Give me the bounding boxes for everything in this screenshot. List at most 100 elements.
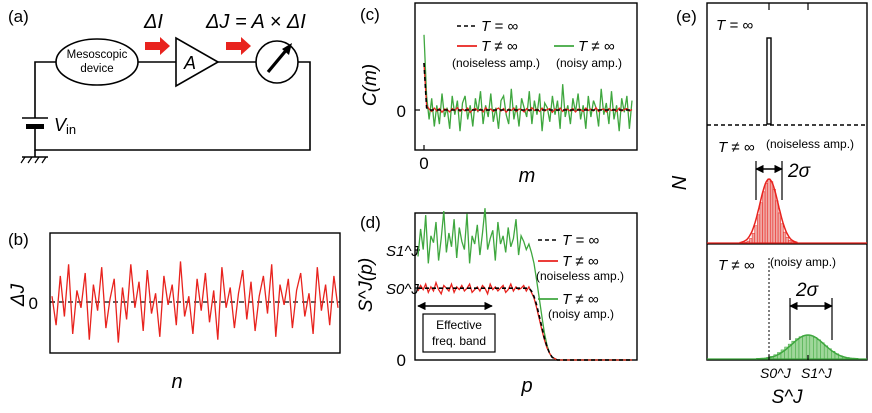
panel-e-bot-bar — [820, 342, 825, 360]
panel-e-bot-width-label: 2σ — [795, 280, 820, 301]
legend-noisy-sub: (noisy amp.) — [556, 56, 622, 70]
panel-c-ylabel: C(m) — [360, 64, 381, 106]
panel-e-tick-s0: S0^J — [760, 365, 792, 381]
panel-e-mid-bar — [754, 225, 758, 244]
panel-e-mid-bar — [757, 214, 761, 244]
panel-e-tick-s1: S1^J — [801, 365, 833, 381]
panel-e-mid-bar — [772, 188, 776, 244]
voltage-subscript: in — [66, 122, 76, 137]
panel-b-label: (b) — [8, 230, 29, 249]
panel-c-label: (c) — [360, 5, 380, 24]
panel-e-mid-bar — [764, 183, 768, 244]
panel-e-mid-bar — [783, 231, 787, 244]
panel-e-mid-bar — [780, 223, 784, 244]
panel-a: (a) Vin Mesoscopic device ΔI ΔJ = A × ΔI — [8, 7, 311, 164]
panel-e-mid-plot — [707, 178, 867, 244]
panel-e-bot-envelope — [755, 334, 859, 360]
delta-peak-bar — [766, 37, 772, 125]
panel-d-legend: T = ∞ T ≠ ∞ (noiseless amp.) T ≠ ∞ (nois… — [536, 232, 624, 321]
device-label-line1: Mesoscopic — [67, 49, 128, 61]
panel-b-ylabel: ΔJ — [8, 283, 29, 307]
panel-e-bot-plot — [707, 334, 867, 360]
panel-e-bot-sub: (noisy amp.) — [770, 255, 836, 269]
input-signal-label: ΔI — [143, 11, 163, 33]
panel-e-bot-bar — [809, 335, 814, 360]
panel-e-mid-bar — [762, 191, 766, 244]
panel-e-mid-bar — [751, 233, 755, 244]
panel-c-zero-y: 0 — [397, 102, 406, 121]
panel-e-mid-width-label: 2σ — [787, 161, 812, 182]
panel-e-mid-label: T ≠ ∞ — [718, 139, 755, 156]
panel-d-plot — [417, 208, 632, 361]
legend-noiseless-sub: (noiseless amp.) — [452, 56, 540, 70]
effective-band-line2: freq. band — [432, 334, 486, 348]
panel-d-label: (d) — [360, 213, 381, 232]
signal-arrow-in — [145, 37, 170, 55]
panel-b-zero-label: 0 — [29, 294, 38, 313]
mesoscopic-device — [55, 38, 139, 86]
panel-e-mid-bar — [775, 200, 779, 244]
panel-e-bot-bar — [816, 339, 821, 360]
panel-b: (b) 0 ΔJ n — [8, 230, 341, 393]
legend-noisy-label: T ≠ ∞ — [578, 38, 615, 55]
effective-band-box — [422, 313, 496, 353]
legend-d-noiseless-sub: (noiseless amp.) — [536, 269, 624, 283]
panel-d-tick-s0-text: S0^J — [386, 281, 419, 298]
output-signal-label: ΔJ = A × ΔI — [205, 11, 306, 33]
ground-icon — [20, 150, 48, 164]
panel-d-tick-s0: S0^J — [386, 281, 419, 298]
panel-e-top-label: T = ∞ — [716, 17, 753, 34]
panel-b-xlabel: n — [171, 371, 182, 393]
panel-e-mid-bar — [767, 178, 771, 244]
panel-c-xlabel: m — [519, 165, 536, 187]
panel-d-series-ideal — [418, 287, 632, 361]
panel-d-ylabel: S^J(p) — [356, 258, 377, 312]
panel-b-plot — [50, 261, 340, 343]
device-label-line2: device — [80, 63, 113, 75]
panel-e-xlabel: S^J — [771, 387, 803, 408]
circuit-wire — [34, 61, 60, 118]
panel-a-label: (a) — [8, 7, 29, 26]
meter-needle-head — [282, 43, 292, 55]
effective-band-line1: Effective — [436, 318, 482, 332]
legend-d-ideal-label: T = ∞ — [562, 232, 599, 249]
panel-e-mid-bar — [785, 236, 789, 244]
legend-d-noisy-label: T ≠ ∞ — [562, 291, 599, 308]
panel-e-mid-bar — [777, 212, 781, 244]
panel-e-label: (e) — [676, 7, 697, 26]
panel-c-zero-x: 0 — [419, 154, 428, 173]
panel-b-frame — [49, 232, 341, 354]
panel-e-bot-bar — [802, 335, 807, 360]
panel-e-tick-s1-text: S1^J — [801, 365, 833, 381]
panel-d-xlabel: p — [520, 375, 532, 397]
panel-e-bot-label: T ≠ ∞ — [718, 257, 755, 274]
panel-c-plot — [423, 34, 633, 132]
panel-e-mid-bar — [759, 202, 763, 244]
panel-c: (c) 0 0 C(m) m T = ∞ T ≠ ∞ (noiseless am… — [360, 2, 638, 187]
panel-e-bot-bar — [813, 337, 818, 360]
battery-icon — [22, 117, 48, 129]
panel-e-mid-envelope — [739, 178, 798, 244]
legend-d-noisy-sub: (noisy amp.) — [548, 307, 614, 321]
circuit-wire-return — [34, 61, 311, 151]
panel-e-ylabel: N — [669, 175, 691, 190]
panel-c-series-ideal — [423, 62, 632, 111]
voltage-symbol: V — [54, 115, 68, 135]
amplifier-icon — [175, 36, 220, 88]
panel-e-frame — [706, 2, 868, 361]
panel-d-frame — [414, 212, 638, 361]
panel-e-mid-sub: (noiseless amp.) — [766, 137, 854, 151]
legend-noiseless-label: T ≠ ∞ — [481, 38, 518, 55]
legend-d-noiseless-label: T ≠ ∞ — [562, 253, 599, 270]
panel-c-legend: T = ∞ T ≠ ∞ (noiseless amp.) T ≠ ∞ (nois… — [452, 18, 622, 70]
panel-d: (d) S^J(p) S1^J S0^J 0 p Effective freq.… — [356, 208, 638, 397]
panel-c-frame — [414, 2, 638, 151]
panel-b-series-trace — [51, 261, 339, 343]
panel-e-mid-bar — [770, 181, 774, 244]
panel-d-tick-s1: S1^J — [386, 243, 419, 260]
panel-d-tick-s1-text: S1^J — [386, 243, 419, 260]
meter-needle — [266, 46, 290, 74]
panel-e-bot-bar — [798, 336, 803, 360]
panel-e-tick-s0-text: S0^J — [760, 365, 792, 381]
